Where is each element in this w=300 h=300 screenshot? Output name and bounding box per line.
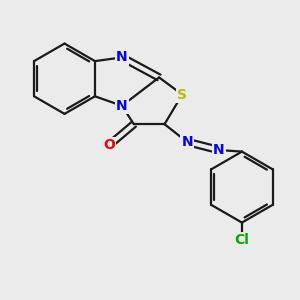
Text: N: N	[116, 50, 128, 64]
Text: O: O	[103, 138, 115, 152]
Text: N: N	[213, 143, 224, 157]
Text: N: N	[181, 135, 193, 149]
Text: N: N	[116, 99, 128, 113]
Text: Cl: Cl	[235, 233, 249, 247]
Text: S: S	[177, 88, 187, 101]
